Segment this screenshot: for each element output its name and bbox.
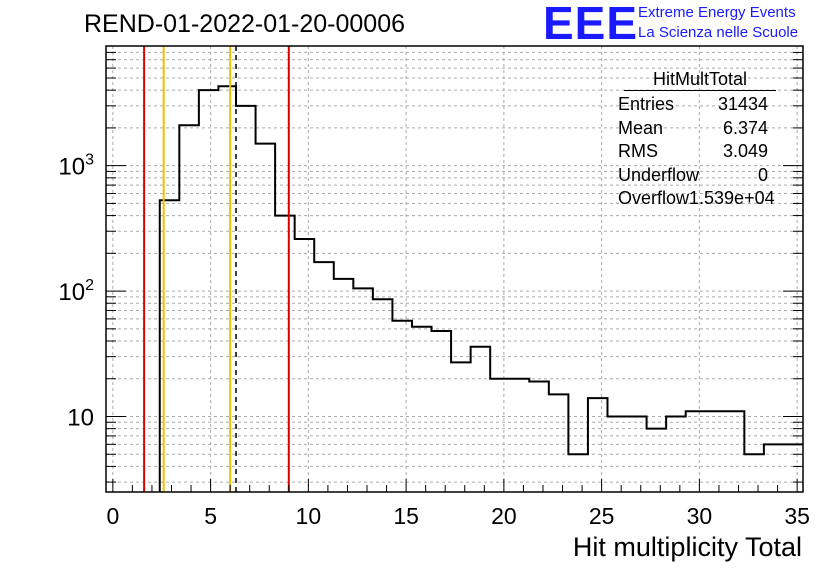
histogram-bin: [179, 125, 199, 492]
logo-subtitle-2: La Scienza nelle Scuole: [638, 24, 799, 41]
histogram-bin: [392, 321, 412, 492]
y-tick-label: 103: [58, 152, 94, 181]
histogram-line: [158, 85, 803, 492]
stats-row-overflow: Overflow 1.539e+04: [612, 187, 780, 211]
histogram-bin: [549, 394, 569, 492]
histogram-bin: [471, 347, 491, 492]
histogram-bin: [783, 444, 803, 492]
logo-subtitle-1: Extreme Energy Events: [638, 4, 796, 21]
stats-row-rms: RMS 3.049: [612, 140, 780, 164]
histogram-bin: [236, 106, 256, 492]
histogram-bin: [218, 86, 236, 492]
histogram-bin: [686, 411, 706, 492]
stats-label: Underflow: [618, 164, 700, 185]
stats-value: 3.049: [722, 141, 768, 161]
histogram-bin: [725, 411, 745, 492]
histogram-bin: [568, 454, 588, 492]
histogram-bin: [647, 429, 667, 492]
y-tick-label: 102: [58, 277, 94, 306]
stats-label: RMS: [618, 141, 658, 161]
histogram-bin: [199, 90, 219, 492]
histogram-bin: [666, 416, 686, 492]
x-tick-label: 25: [589, 503, 615, 529]
stats-value: 6.374: [722, 117, 768, 138]
cut-lines: [143, 46, 290, 492]
x-tick-label: 10: [296, 503, 322, 529]
y-tick-label: 10: [67, 404, 94, 431]
stats-value: 0: [757, 164, 768, 185]
x-tick-label: 20: [491, 503, 517, 529]
histogram-bin: [314, 262, 334, 492]
chart-title: REND-01-2022-01-20-00006: [84, 10, 406, 38]
histogram-bin: [588, 398, 608, 492]
histogram-bin: [510, 379, 530, 492]
stats-row-mean: Mean 6.374: [612, 117, 780, 141]
histogram-bin: [490, 379, 510, 492]
x-tick-label: 5: [204, 503, 217, 529]
eee-logo: EEE: [543, 0, 639, 49]
stats-value: 31434: [717, 94, 768, 114]
histogram-bin: [607, 416, 627, 492]
histogram-bin: [627, 416, 647, 492]
stats-row-underflow: Underflow 0: [612, 164, 780, 188]
histogram-bin: [451, 362, 471, 492]
histogram-bin: [705, 411, 725, 492]
histogram-bin: [412, 327, 432, 492]
histogram-bin: [744, 454, 764, 492]
x-axis-label: Hit multiplicity Total: [572, 532, 802, 562]
x-tick-label: 35: [784, 503, 810, 529]
grid-lines: [106, 45, 803, 492]
stats-label: Overflow: [618, 188, 690, 208]
histogram-series: [158, 85, 803, 492]
stats-title: HitMultTotal: [624, 68, 776, 91]
tick-labels: 0 5 10 15 20 25 30 35 10 102 103: [58, 152, 810, 529]
histogram-bin: [432, 331, 452, 492]
histogram-bin: [334, 279, 354, 492]
histogram-bin: [529, 382, 549, 492]
plot-frame: [105, 45, 804, 493]
x-tick-label: 0: [106, 503, 119, 529]
stats-row-entries: Entries 31434: [612, 93, 780, 117]
histogram-bin: [295, 239, 315, 492]
x-tick-label: 30: [687, 503, 713, 529]
histogram-bin: [373, 299, 393, 492]
histogram-bin: [275, 216, 295, 492]
histogram-bin: [764, 444, 784, 492]
stats-value: 1.539e+04: [689, 188, 775, 208]
stats-box: HitMultTotal Entries 31434 Mean 6.374 RM…: [612, 68, 780, 211]
x-tick-label: 15: [393, 503, 419, 529]
stats-label: Entries: [618, 94, 675, 114]
histogram-bin: [353, 288, 373, 492]
axis-ticks: [106, 45, 803, 492]
stats-label: Mean: [618, 117, 664, 138]
histogram-bin: [256, 144, 276, 492]
